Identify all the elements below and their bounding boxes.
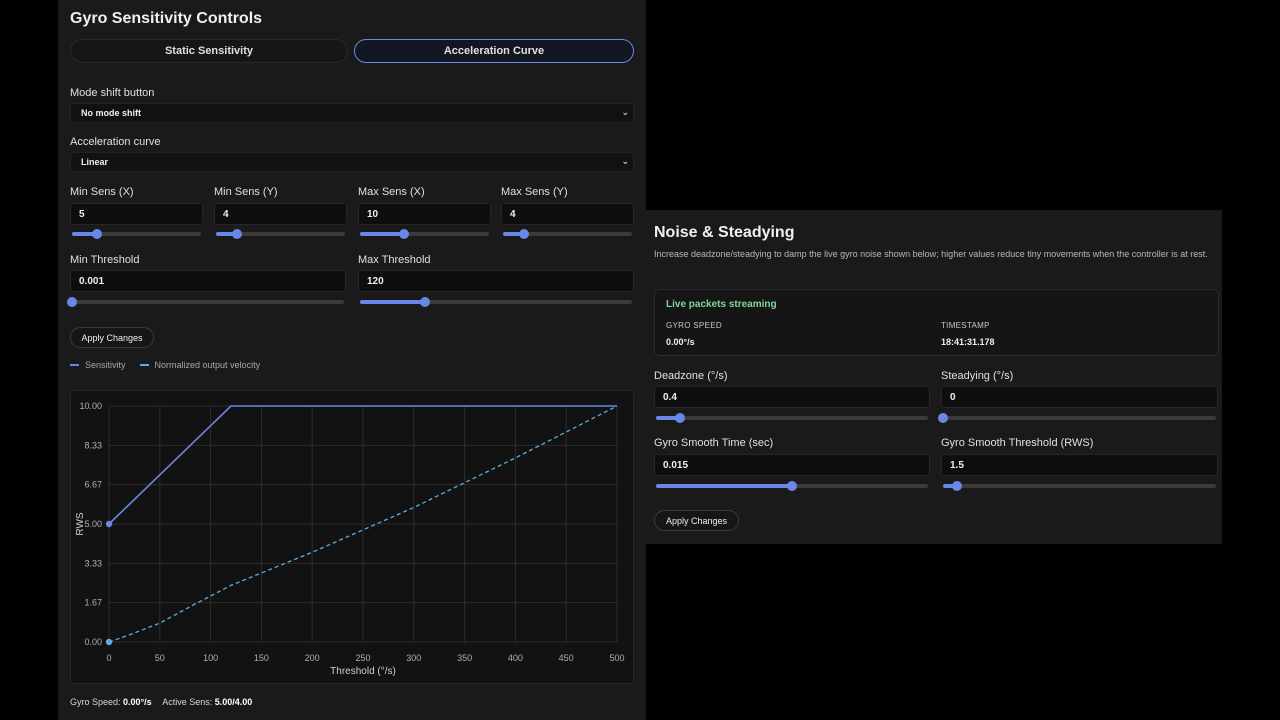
y-tick-label: 6.67 xyxy=(84,480,102,490)
slider-thumb[interactable] xyxy=(787,481,797,491)
active-sens-value: 5.00/4.00 xyxy=(214,697,253,707)
y-tick-label: 1.67 xyxy=(84,598,102,608)
slider-thumb[interactable] xyxy=(518,229,529,239)
y-tick-label: 5.00 xyxy=(84,519,102,529)
active-sens-label: Active Sens: xyxy=(162,697,213,707)
status-line: Gyro Speed: 0.00°/s Active Sens: 5.00/4.… xyxy=(70,697,252,707)
x-tick-label: 250 xyxy=(355,653,370,663)
smooth-time-input[interactable]: 0.015 xyxy=(654,454,930,476)
x-tick-label: 300 xyxy=(406,653,421,663)
x-tick-label: 0 xyxy=(106,653,111,663)
min-threshold-slider[interactable] xyxy=(67,297,344,307)
slider-thumb[interactable] xyxy=(231,229,242,239)
smooth-time-slider[interactable] xyxy=(656,481,928,491)
max-sens-x-label: Max Sens (X) xyxy=(358,186,425,198)
slider-thumb[interactable] xyxy=(91,229,102,239)
smooth-threshold-input[interactable]: 1.5 xyxy=(941,454,1218,476)
sensitivity-line xyxy=(108,405,617,525)
mode-shift-value: No mode shift xyxy=(81,108,141,118)
tab-static-sensitivity[interactable]: Static Sensitivity xyxy=(70,39,348,63)
max-sens-x-input[interactable]: 10 xyxy=(358,203,491,225)
min-sens-y-input[interactable]: 4 xyxy=(214,203,347,225)
min-sens-y-label: Min Sens (Y) xyxy=(214,186,278,198)
y-tick-label: 3.33 xyxy=(84,558,102,568)
steadying-label: Steadying (°/s) xyxy=(941,370,1014,382)
acceleration-chart: 0 50 100 150 200 250 300 350 400 450 500 0.00 1.67 3.… xyxy=(70,390,634,684)
max-sens-y-label: Max Sens (Y) xyxy=(501,186,568,198)
max-sens-y-input[interactable]: 4 xyxy=(501,203,634,225)
slider-thumb[interactable] xyxy=(951,481,962,491)
steadying-input[interactable]: 0 xyxy=(941,386,1218,408)
gyro-sensitivity-panel: Gyro Sensitivity Controls Static Sensiti… xyxy=(58,0,646,720)
chart-legend: Sensitivity Normalized output velocity xyxy=(70,360,260,370)
deadzone-label: Deadzone (°/s) xyxy=(654,370,728,382)
x-tick-label: 350 xyxy=(457,653,472,663)
chevron-down-icon: ⌄ xyxy=(621,107,629,117)
slider-thumb[interactable] xyxy=(67,297,77,307)
tab-acceleration-curve[interactable]: Acceleration Curve xyxy=(354,39,634,63)
max-sens-x-slider[interactable] xyxy=(360,229,489,239)
data-point xyxy=(105,638,113,646)
apply-changes-button[interactable]: Apply Changes xyxy=(70,327,154,348)
mode-shift-label: Mode shift button xyxy=(70,87,155,99)
y-tick-label: 10.00 xyxy=(79,401,102,411)
steadying-slider[interactable] xyxy=(938,413,1216,423)
chart-svg: 0 50 100 150 200 250 300 350 400 450 500 0.00 1.67 3.… xyxy=(75,401,625,677)
min-threshold-input[interactable]: 0.001 xyxy=(70,270,346,292)
acceleration-curve-value: Linear xyxy=(81,157,109,167)
apply-changes-button[interactable]: Apply Changes xyxy=(654,510,739,531)
smooth-threshold-label: Gyro Smooth Threshold (RWS) xyxy=(941,437,1094,449)
gyro-speed-value: 0.00°/s xyxy=(123,697,152,707)
y-tick-label: 0.00 xyxy=(84,637,102,647)
legend-output-velocity: Normalized output velocity xyxy=(154,360,261,370)
panel-title: Gyro Sensitivity Controls xyxy=(70,10,263,27)
acceleration-curve-select[interactable]: Linear ⌄ xyxy=(70,152,634,172)
min-sens-x-label: Min Sens (X) xyxy=(70,186,134,198)
legend-sensitivity: Sensitivity xyxy=(85,360,126,370)
live-status: Live packets streaming xyxy=(666,299,777,310)
gyro-speed-value: 0.00°/s xyxy=(666,337,695,347)
timestamp-value: 18:41:31.178 xyxy=(941,337,995,347)
max-threshold-slider[interactable] xyxy=(360,297,632,307)
live-data-box: Live packets streaming GYRO SPEED 0.00°/… xyxy=(654,289,1219,356)
x-tick-label: 400 xyxy=(508,653,523,663)
x-tick-label: 500 xyxy=(609,653,624,663)
x-tick-label: 450 xyxy=(559,653,574,663)
panel-title: Noise & Steadying xyxy=(654,224,795,241)
data-point xyxy=(105,520,113,528)
acceleration-curve-label: Acceleration curve xyxy=(70,136,161,148)
deadzone-input[interactable]: 0.4 xyxy=(654,386,930,408)
gyro-speed-caption: GYRO SPEED xyxy=(666,321,722,330)
min-sens-x-input[interactable]: 5 xyxy=(70,203,203,225)
smooth-time-label: Gyro Smooth Time (sec) xyxy=(654,437,774,449)
chevron-down-icon: ⌄ xyxy=(621,156,629,166)
gyro-speed-label: Gyro Speed: xyxy=(70,697,121,707)
min-sens-y-slider[interactable] xyxy=(216,229,345,239)
slider-thumb[interactable] xyxy=(675,413,686,423)
slider-thumb[interactable] xyxy=(420,297,431,307)
x-tick-label: 50 xyxy=(155,653,165,663)
mode-shift-select[interactable]: No mode shift ⌄ xyxy=(70,103,634,123)
min-threshold-label: Min Threshold xyxy=(70,254,140,266)
min-sens-x-slider[interactable] xyxy=(72,229,201,239)
smooth-threshold-slider[interactable] xyxy=(943,481,1216,491)
max-threshold-input[interactable]: 120 xyxy=(358,270,634,292)
max-sens-y-slider[interactable] xyxy=(503,229,632,239)
y-tick-label: 8.33 xyxy=(84,440,102,450)
x-tick-label: 100 xyxy=(203,653,218,663)
noise-steadying-panel: Noise & Steadying Increase deadzone/stea… xyxy=(645,210,1222,544)
x-tick-label: 200 xyxy=(305,653,320,663)
timestamp-caption: TIMESTAMP xyxy=(941,321,990,330)
panel-description: Increase deadzone/steadying to damp the … xyxy=(654,249,1208,259)
x-tick-label: 150 xyxy=(254,653,269,663)
slider-thumb[interactable] xyxy=(938,413,948,423)
y-axis-label: RWS xyxy=(75,512,86,535)
x-axis-label: Threshold (°/s) xyxy=(330,666,396,677)
slider-thumb[interactable] xyxy=(398,229,409,239)
legend-swatch-sensitivity xyxy=(70,364,79,366)
deadzone-slider[interactable] xyxy=(656,413,928,423)
legend-swatch-output-velocity xyxy=(139,364,149,366)
max-threshold-label: Max Threshold xyxy=(358,254,431,266)
output-velocity-line xyxy=(108,405,618,643)
